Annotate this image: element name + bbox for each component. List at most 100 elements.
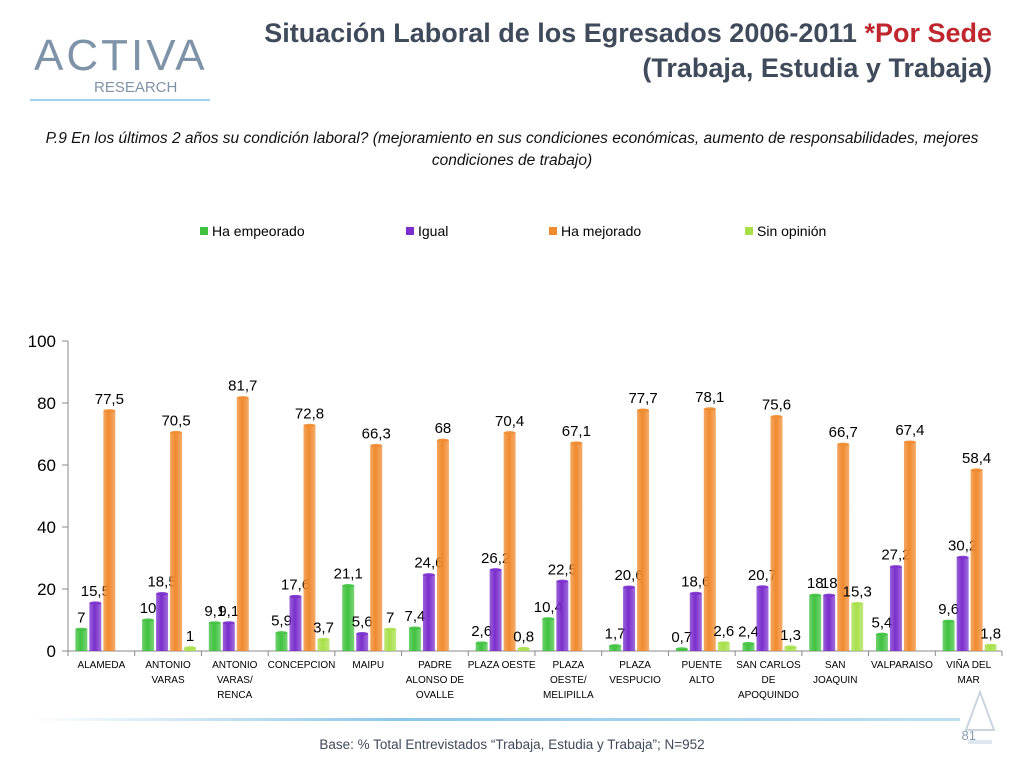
bar-top — [184, 646, 197, 650]
logo-main-text: ACTIVA — [34, 31, 208, 80]
legend-label: Ha mejorado — [561, 223, 641, 239]
data-label: 0,7 — [671, 629, 692, 646]
x-category-label: VALPARAISO — [871, 660, 933, 671]
bar-chart: 0 20 40 60 80 100 7 15,5 77,5 ALAMEDA 10 18,5 70,5 1 A… — [28, 223, 1003, 701]
x-category-label: OESTE/ — [550, 675, 587, 686]
bar-top — [236, 396, 249, 400]
data-label: 78,1 — [695, 389, 724, 406]
bar-top — [823, 593, 836, 597]
bar-top — [408, 626, 421, 630]
bar-ha-empeorado — [542, 618, 555, 651]
data-label: 0,8 — [513, 629, 534, 646]
bar-top — [384, 627, 397, 631]
bar-top — [542, 617, 555, 621]
data-label: 5,6 — [352, 614, 373, 631]
data-label: 70,4 — [495, 413, 524, 430]
bar-top — [637, 408, 650, 412]
legend-swatch — [406, 227, 414, 235]
x-category-label: PUENTE — [682, 660, 723, 671]
data-label: 5,9 — [271, 613, 292, 630]
bar-top — [156, 592, 169, 596]
data-label: 2,4 — [738, 624, 759, 641]
data-label: 77,5 — [95, 391, 124, 408]
data-label: 68 — [435, 420, 452, 437]
bar-top — [875, 632, 888, 636]
data-label: 66,7 — [829, 424, 858, 441]
x-category-label: PLAZA — [619, 660, 651, 671]
data-label: 77,7 — [628, 390, 657, 407]
data-label: 7 — [386, 609, 394, 626]
bar-top — [103, 409, 116, 413]
bar-top — [356, 632, 369, 636]
bar-sin-opinión — [384, 629, 397, 651]
bar-top — [903, 440, 916, 444]
data-label: 9,1 — [218, 603, 239, 620]
x-category-label: JOAQUIN — [813, 675, 857, 686]
bar-igual — [556, 581, 569, 651]
bar-igual — [489, 569, 502, 651]
x-category-label: ANTONIO — [212, 660, 258, 671]
bar-ha-empeorado — [942, 621, 955, 651]
data-label: 15,3 — [843, 584, 872, 601]
y-tick-label: 80 — [37, 394, 56, 413]
bar-sin-opinión — [317, 639, 330, 651]
footer-divider — [30, 718, 960, 721]
x-category-label: PLAZA — [553, 660, 585, 671]
bar-igual — [823, 595, 836, 651]
bar-ha-mejorado — [637, 410, 650, 651]
bar-ha-empeorado — [609, 645, 622, 651]
data-label: 1,3 — [780, 627, 801, 644]
bar-ha-mejorado — [170, 432, 183, 651]
data-label: 18 — [807, 575, 824, 592]
x-category-label: APOQUINDO — [738, 690, 799, 701]
bar-igual — [756, 586, 769, 651]
page-title: Situación Laboral de los Egresados 2006-… — [232, 16, 992, 86]
data-label: 1 — [186, 628, 194, 645]
x-category-label: MAIPU — [352, 660, 384, 671]
bar-ha-mejorado — [903, 442, 916, 651]
question-text: P.9 En los últimos 2 años su condición l… — [45, 130, 979, 169]
bar-igual — [689, 593, 702, 651]
data-label: 58,4 — [962, 450, 991, 467]
y-tick-label: 100 — [28, 332, 56, 351]
x-category-label: PLAZA OESTE — [468, 660, 536, 671]
bar-top — [570, 441, 583, 445]
bar-ha-mejorado — [103, 410, 116, 651]
bar-ha-mejorado — [970, 469, 983, 651]
bar-sin-opinión — [784, 646, 797, 651]
data-label: 21,1 — [334, 566, 363, 583]
data-label: 24,6 — [414, 555, 443, 572]
y-tick-label: 0 — [47, 642, 56, 661]
bar-ha-empeorado — [208, 622, 221, 651]
side-logo-icon — [964, 690, 996, 744]
data-label: 18 — [821, 575, 838, 592]
data-label: 2,6 — [471, 623, 492, 640]
data-label: 66,3 — [362, 425, 391, 442]
data-label: 5,4 — [871, 614, 892, 631]
data-label: 30,2 — [948, 537, 977, 554]
data-label: 67,4 — [895, 422, 924, 439]
bar-ha-empeorado — [875, 634, 888, 651]
legend-label: Sin opinión — [757, 223, 826, 239]
data-label: 72,8 — [295, 405, 324, 422]
bar-top — [289, 594, 302, 599]
bar-ha-mejorado — [503, 432, 516, 651]
bar-igual — [156, 593, 169, 651]
bar-top — [956, 555, 969, 559]
bar-top — [556, 579, 569, 583]
data-label: 3,7 — [313, 620, 334, 637]
y-tick-label: 20 — [37, 580, 56, 599]
bar-top — [984, 643, 997, 648]
bar-ha-mejorado — [303, 425, 316, 651]
bar-ha-mejorado — [436, 440, 449, 651]
bar-ha-empeorado — [142, 620, 155, 651]
legend-label: Igual — [418, 223, 448, 239]
legend-label: Ha empeorado — [212, 223, 305, 239]
logo-sub-text: RESEARCH — [94, 79, 177, 96]
x-category-label: RENCA — [217, 690, 252, 701]
x-category-label: ALONSO DE — [406, 675, 465, 686]
legend-swatch — [549, 227, 557, 235]
bar-sin-opinión — [851, 603, 864, 651]
bar-top — [742, 641, 755, 646]
bar-top — [422, 573, 435, 577]
